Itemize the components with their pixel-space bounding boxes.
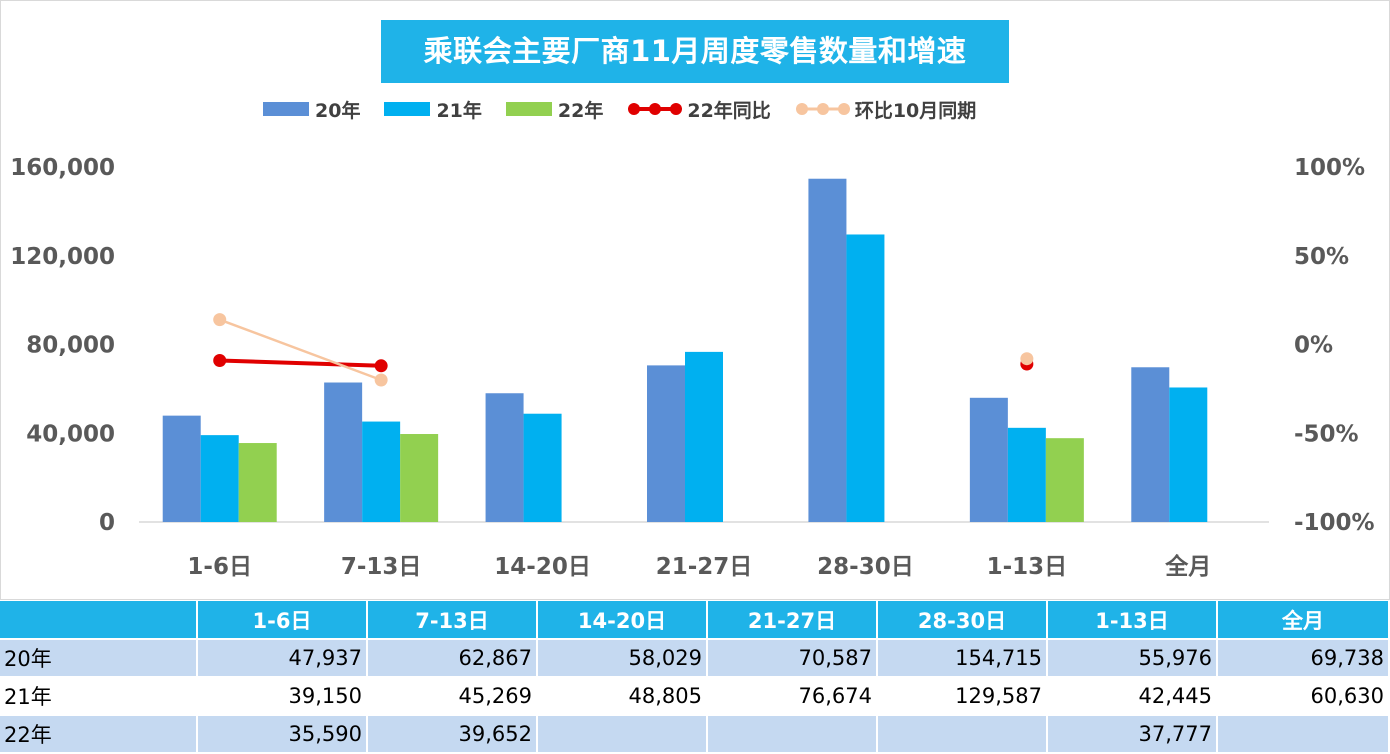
y-left-tick-label: 80,000 bbox=[26, 333, 115, 359]
point-环比10月同期 bbox=[1020, 352, 1034, 366]
chart-area: 0 40,000 80,000 120,000 160,000 -100% -50% 0% 50… bbox=[0, 0, 1390, 600]
table-header-cell: 全月 bbox=[1218, 601, 1390, 640]
y-left-tick-label: 0 bbox=[99, 510, 115, 536]
y-right-tick-label: -50% bbox=[1294, 421, 1359, 447]
bar-20年 bbox=[162, 415, 201, 522]
point-环比10月同期 bbox=[213, 313, 227, 327]
bar-20年 bbox=[485, 393, 524, 522]
y-left-tick-label: 40,000 bbox=[26, 421, 115, 447]
bar-21年 bbox=[362, 421, 401, 522]
chart-canvas: 0 40,000 80,000 120,000 160,000 -100% -50% 0% 50… bbox=[10, 155, 1375, 580]
x-tick-label: 21-27日 bbox=[656, 554, 753, 580]
legend-label-22: 22年 bbox=[557, 99, 604, 122]
chart-title: 乘联会主要厂商11月周度零售数量和增速 bbox=[381, 20, 1009, 83]
x-tick-label: 1-13日 bbox=[987, 554, 1068, 580]
table-cell: 129,587 bbox=[878, 678, 1048, 716]
row-label: 20年 bbox=[0, 640, 198, 678]
table-row: 22年 35,590 39,652 37,777 bbox=[0, 716, 1390, 754]
data-table: 1-6日 7-13日 14-20日 21-27日 28-30日 1-13日 全月… bbox=[0, 601, 1390, 754]
table-cell: 48,805 bbox=[538, 678, 708, 716]
x-tick-label: 7-13日 bbox=[341, 554, 422, 580]
table-header-cell: 1-13日 bbox=[1048, 601, 1218, 640]
table-cell bbox=[708, 716, 878, 754]
bar-22年 bbox=[400, 434, 439, 522]
table-row: 21年 39,150 45,269 48,805 76,674 129,587 … bbox=[0, 678, 1390, 716]
y-right-tick-label: 0% bbox=[1294, 333, 1333, 359]
table-cell: 55,976 bbox=[1048, 640, 1218, 678]
bar-21年 bbox=[1169, 387, 1208, 522]
point-22年同比 bbox=[374, 359, 388, 373]
y-left-tick-label: 120,000 bbox=[10, 244, 115, 270]
legend-item-20: 20年 bbox=[263, 96, 360, 123]
table-header-cell: 14-20日 bbox=[538, 601, 708, 640]
bar-21年 bbox=[200, 435, 239, 522]
table-cell: 45,269 bbox=[368, 678, 538, 716]
x-tick-label: 28-30日 bbox=[817, 554, 914, 580]
table-cell: 47,937 bbox=[198, 640, 368, 678]
legend-label-20: 20年 bbox=[315, 99, 361, 122]
table-header-cell: 28-30日 bbox=[878, 601, 1048, 640]
legend-label-21: 21年 bbox=[436, 99, 482, 122]
table-cell bbox=[878, 716, 1048, 754]
legend-item-21: 21年 bbox=[384, 96, 482, 123]
table-cell: 60,630 bbox=[1218, 678, 1390, 716]
legend-swatch-22 bbox=[505, 102, 552, 116]
bar-21年 bbox=[685, 351, 723, 522]
bar-22年 bbox=[238, 443, 277, 522]
legend-swatch-21 bbox=[384, 102, 431, 116]
bar-20年 bbox=[1131, 367, 1170, 522]
table-cell: 42,445 bbox=[1048, 678, 1218, 716]
bar-20年 bbox=[808, 178, 847, 523]
x-tick-label: 1-6日 bbox=[187, 554, 252, 580]
y-left-tick-label: 160,000 bbox=[10, 155, 115, 181]
table-cell: 39,150 bbox=[198, 678, 368, 716]
x-tick-label: 14-20日 bbox=[494, 554, 591, 580]
legend-swatch-yoy bbox=[628, 103, 683, 115]
bar-20年 bbox=[324, 382, 363, 522]
chart-legend: 20年 21年 22年 22年同比 环比10 bbox=[263, 95, 1000, 123]
legend-swatch-mom bbox=[795, 103, 850, 115]
y-right-tick-label: -100% bbox=[1294, 510, 1375, 536]
bar-20年 bbox=[969, 397, 1008, 522]
table-cell: 37,777 bbox=[1048, 716, 1218, 754]
legend-swatch-20 bbox=[263, 102, 309, 116]
legend-item-mom: 环比10月同期 bbox=[795, 96, 976, 123]
table-cell: 76,674 bbox=[708, 678, 878, 716]
y-right-tick-label: 50% bbox=[1294, 244, 1349, 270]
table-cell bbox=[1218, 716, 1390, 754]
legend-label-yoy: 22年同比 bbox=[687, 99, 771, 122]
line-segment-22年同比 bbox=[219, 358, 382, 368]
table-cell: 35,590 bbox=[198, 716, 368, 754]
legend-item-yoy: 22年同比 bbox=[627, 96, 771, 123]
x-tick-label: 全月 bbox=[1164, 553, 1211, 580]
bar-21年 bbox=[1007, 427, 1046, 522]
table-header-cell: 7-13日 bbox=[368, 601, 538, 640]
table-cell: 69,738 bbox=[1218, 640, 1390, 678]
table-header-cell: 1-6日 bbox=[198, 601, 368, 640]
bar-22年 bbox=[1045, 438, 1084, 522]
row-label: 22年 bbox=[0, 716, 198, 754]
point-22年同比 bbox=[213, 353, 227, 367]
table-row: 20年 47,937 62,867 58,029 70,587 154,715 … bbox=[0, 640, 1390, 678]
bar-21年 bbox=[523, 413, 562, 522]
table-header-cell bbox=[0, 601, 198, 640]
table-cell: 154,715 bbox=[878, 640, 1048, 678]
bar-20年 bbox=[647, 365, 685, 522]
bar-21年 bbox=[846, 234, 885, 522]
table-cell: 39,652 bbox=[368, 716, 538, 754]
line-segment-环比10月同期 bbox=[219, 318, 382, 382]
table-header-cell: 21-27日 bbox=[708, 601, 878, 640]
y-right-tick-label: 100% bbox=[1294, 155, 1365, 181]
table-header-row: 1-6日 7-13日 14-20日 21-27日 28-30日 1-13日 全月 bbox=[0, 601, 1390, 640]
table-cell: 58,029 bbox=[538, 640, 708, 678]
table-cell: 62,867 bbox=[368, 640, 538, 678]
legend-label-mom: 环比10月同期 bbox=[854, 99, 977, 122]
table-cell: 70,587 bbox=[708, 640, 878, 678]
row-label: 21年 bbox=[0, 678, 198, 716]
table-cell bbox=[538, 716, 708, 754]
point-环比10月同期 bbox=[374, 373, 388, 387]
legend-item-22: 22年 bbox=[505, 96, 604, 123]
